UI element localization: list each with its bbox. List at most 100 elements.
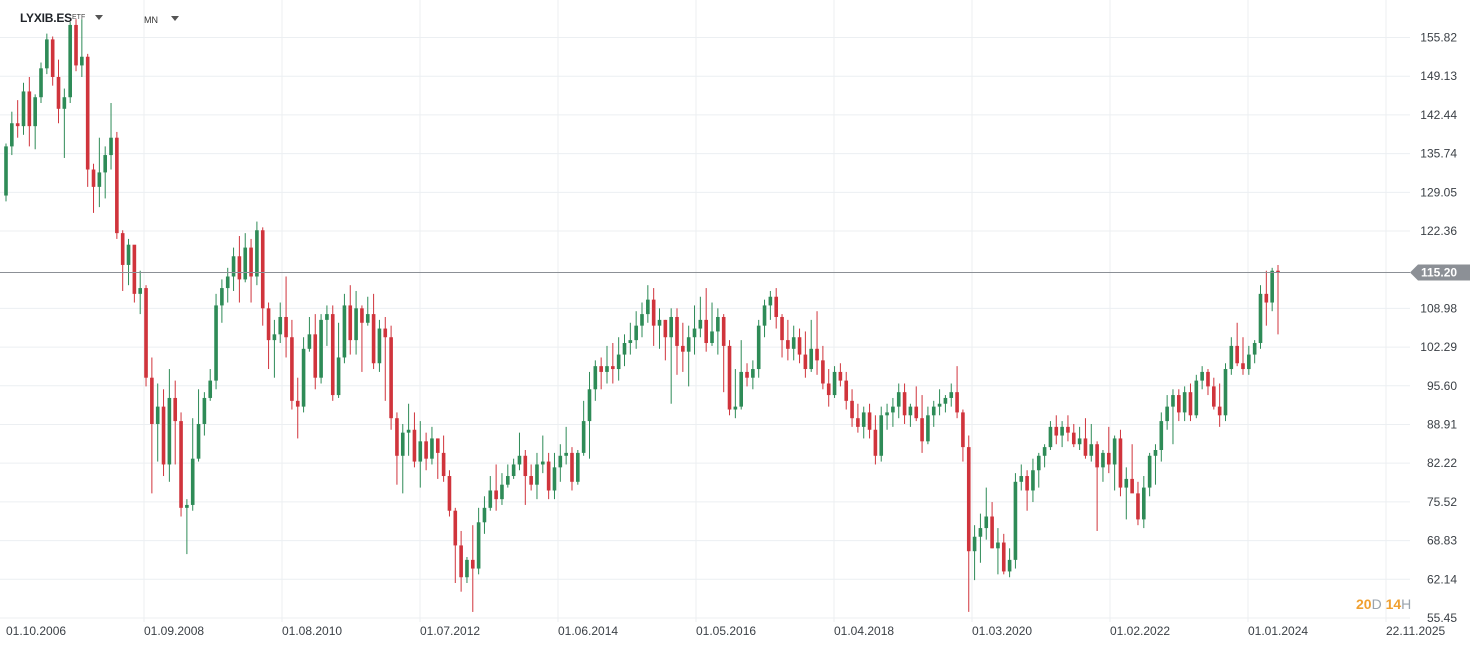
- candle: [657, 308, 662, 349]
- candle: [278, 302, 283, 344]
- candle-body: [523, 455, 528, 477]
- candle: [739, 340, 744, 410]
- candle: [821, 345, 825, 390]
- symbol-label[interactable]: LYXIB.ES: [20, 11, 72, 25]
- candle: [797, 328, 802, 364]
- candle-body: [1112, 438, 1117, 465]
- candle-body: [383, 328, 388, 338]
- candle-body: [908, 406, 913, 416]
- candle: [1258, 285, 1263, 349]
- candle: [803, 331, 808, 378]
- candle-body: [861, 412, 866, 427]
- candle-body: [237, 256, 242, 280]
- candle: [354, 290, 358, 355]
- candle-body: [576, 452, 580, 482]
- candle-body: [325, 314, 329, 320]
- candle: [290, 319, 294, 410]
- candle: [243, 233, 248, 283]
- candle-body: [1013, 481, 1018, 560]
- candle: [255, 221, 259, 286]
- candle: [447, 470, 452, 517]
- candle: [307, 316, 312, 352]
- timeframe-selector[interactable]: MN: [144, 15, 158, 25]
- candle-body: [1031, 470, 1035, 491]
- candle: [675, 308, 679, 375]
- y-tick-label: 62.14: [1427, 572, 1457, 586]
- candle-body: [826, 383, 831, 396]
- candle-body: [1036, 455, 1041, 471]
- candle-body: [681, 345, 685, 352]
- candle-body: [780, 316, 784, 341]
- candle: [377, 319, 382, 372]
- candle-body: [62, 97, 67, 109]
- candle: [132, 244, 137, 303]
- candle-body: [91, 169, 96, 187]
- candle: [745, 363, 749, 387]
- y-tick-label: 135.74: [1420, 147, 1457, 161]
- candle-body: [651, 299, 656, 326]
- candle-body: [1083, 438, 1088, 456]
- candle: [319, 314, 323, 384]
- candle-body: [745, 371, 749, 378]
- candle-body: [1171, 395, 1175, 407]
- x-tick-label: 22.11.2025: [1386, 624, 1445, 638]
- candle: [546, 452, 551, 500]
- candle: [593, 360, 598, 401]
- candle-body: [1095, 444, 1099, 468]
- y-tick-label: 108.98: [1420, 301, 1457, 315]
- candle: [220, 279, 224, 323]
- candle-body: [931, 406, 936, 416]
- candle: [144, 285, 148, 387]
- candle: [926, 406, 930, 445]
- candle-body: [470, 559, 475, 569]
- candle-body: [891, 406, 895, 413]
- candle: [511, 458, 516, 479]
- candle: [196, 389, 201, 462]
- candle-body: [1153, 450, 1158, 456]
- candle: [389, 325, 393, 430]
- vertical-gridlines: [143, 0, 1387, 622]
- candle: [173, 380, 178, 465]
- candle: [115, 131, 119, 239]
- candle-body: [56, 76, 61, 109]
- candle-body: [249, 247, 253, 277]
- candle-body: [27, 91, 32, 127]
- candle-body: [1235, 345, 1239, 364]
- candle-body: [365, 314, 370, 323]
- candle: [628, 322, 633, 355]
- candle-body: [966, 447, 971, 552]
- candle: [727, 340, 732, 416]
- candle: [990, 502, 994, 549]
- x-tick-label: 01.09.2008: [144, 624, 204, 638]
- candle: [161, 389, 166, 477]
- y-tick-label: 88.91: [1427, 417, 1457, 431]
- timeframe-dropdown-chevron-icon[interactable]: [171, 16, 179, 21]
- symbol-dropdown-chevron-icon[interactable]: [95, 15, 103, 20]
- candle-body: [1229, 345, 1234, 370]
- candle-body: [155, 406, 160, 424]
- candle: [103, 146, 108, 199]
- candle-body: [1200, 371, 1204, 381]
- candle-body: [996, 542, 1000, 549]
- y-tick-label: 68.83: [1427, 534, 1457, 548]
- candle: [15, 100, 20, 138]
- candle: [1176, 389, 1181, 422]
- candle-body: [1212, 386, 1216, 407]
- candle-body: [103, 155, 108, 173]
- candle-body: [1141, 487, 1146, 520]
- candle-body: [295, 400, 300, 407]
- candle-body: [675, 316, 679, 346]
- candle: [424, 432, 428, 471]
- candle-body: [453, 510, 458, 546]
- candle: [1060, 421, 1064, 448]
- candle: [529, 464, 533, 491]
- current-price-value: 115.20: [1421, 265, 1457, 279]
- candle: [1095, 441, 1099, 531]
- x-tick-label: 01.01.2024: [1248, 624, 1308, 638]
- candle-body: [424, 441, 428, 459]
- candle-body: [926, 415, 930, 442]
- candle: [1171, 389, 1175, 445]
- candle-body: [786, 340, 790, 349]
- candle-body: [838, 371, 843, 381]
